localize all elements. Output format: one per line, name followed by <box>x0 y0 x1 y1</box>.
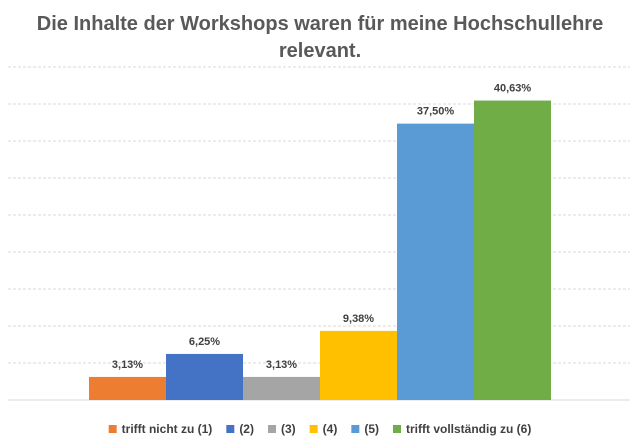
data-label-4: 9,38% <box>343 313 374 325</box>
bar-1 <box>89 376 166 400</box>
legend-swatch-4 <box>309 425 318 433</box>
legend-item-4: (4) <box>309 422 338 436</box>
legend-item-2: (2) <box>226 422 254 436</box>
bar-3 <box>243 376 320 400</box>
bar-4 <box>320 330 397 400</box>
legend-label-4: (4) <box>323 422 338 436</box>
data-label-6: 40,63% <box>494 83 532 95</box>
legend-label-3: (3) <box>281 422 296 436</box>
legend-item-5: (5) <box>351 422 379 436</box>
legend-item-6: trifft vollständig zu (6) <box>393 422 531 436</box>
legend-label-5: (5) <box>364 422 379 436</box>
data-labels: 3,13% 6,25% 3,13% 9,38% 37,50% 40,63% <box>112 83 531 371</box>
legend-swatch-1 <box>108 425 117 433</box>
data-label-5: 37,50% <box>417 106 455 118</box>
bar-2 <box>166 353 243 400</box>
data-label-1: 3,13% <box>112 359 143 371</box>
legend-swatch-6 <box>393 425 402 433</box>
data-label-3: 3,13% <box>266 359 297 371</box>
chart-title-line-1: Die Inhalte der Workshops waren für mein… <box>37 13 603 35</box>
legend-swatch-2 <box>226 425 235 433</box>
legend-item-1: trifft nicht zu (1) <box>108 422 213 436</box>
bars <box>89 100 551 401</box>
bar-5 <box>397 123 474 400</box>
legend-swatch-3 <box>267 425 276 433</box>
chart-title-line-2: relevant. <box>279 40 361 62</box>
legend-label-1: trifft nicht zu (1) <box>122 422 213 436</box>
gridlines <box>8 66 630 364</box>
legend-label-6: trifft vollständig zu (6) <box>406 422 531 436</box>
legend: trifft nicht zu (1) (2) (3) (4) (5) trifft vo… <box>108 422 531 436</box>
legend-label-2: (2) <box>239 422 254 436</box>
legend-item-3: (3) <box>267 422 296 436</box>
data-label-2: 6,25% <box>189 336 220 348</box>
bar-6 <box>474 100 551 401</box>
legend-swatch-5 <box>351 425 360 433</box>
